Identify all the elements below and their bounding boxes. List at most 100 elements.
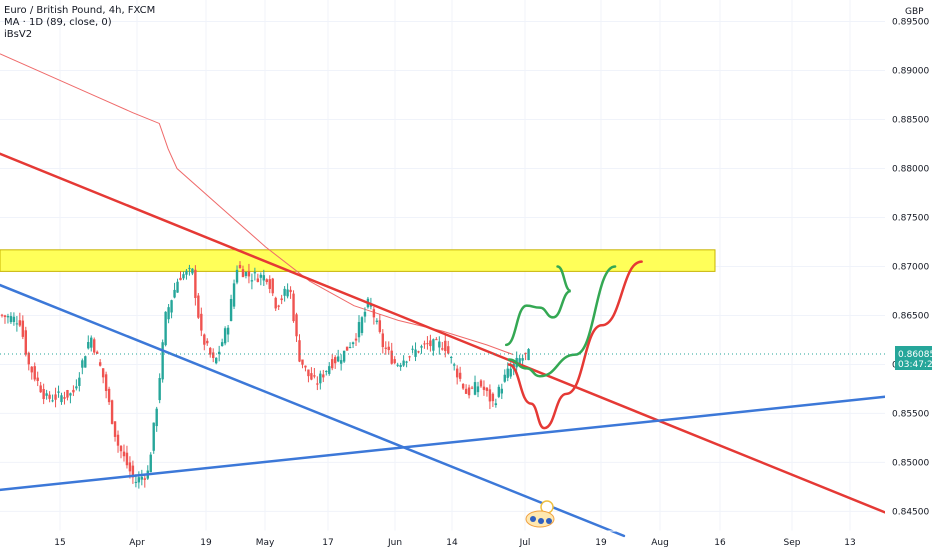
candle-body <box>191 268 194 274</box>
candle-body <box>238 264 242 269</box>
candle-body <box>247 271 251 277</box>
chart-legend: Euro / British Pound, 4h, FXCM MA · 1D (… <box>4 5 155 41</box>
candle-body <box>96 351 99 354</box>
candle-body <box>51 400 54 402</box>
candle-body <box>170 300 173 313</box>
events-badge[interactable] <box>525 500 555 528</box>
candle-body <box>283 288 286 296</box>
x-tick-label: 13 <box>844 538 855 548</box>
resistance-zone[interactable] <box>0 249 716 272</box>
candle-body <box>447 346 450 354</box>
candle-body <box>125 452 129 466</box>
candle-body <box>378 320 382 332</box>
candle-body <box>63 397 66 399</box>
candle-body <box>113 421 117 437</box>
candle-body <box>48 394 51 399</box>
candle-body <box>250 280 254 282</box>
candle-body <box>292 293 295 322</box>
x-tick-label: May <box>256 538 275 548</box>
candle-body <box>432 339 435 351</box>
candle-body <box>93 339 96 353</box>
candle-body <box>339 360 343 364</box>
candle-body <box>84 356 87 368</box>
trendlines[interactable] <box>0 152 887 538</box>
candle-body <box>518 358 521 366</box>
candle-body <box>494 403 498 406</box>
candle-body <box>197 295 200 318</box>
candle-body <box>220 342 224 347</box>
candle-body <box>104 374 108 391</box>
candle-body <box>122 451 126 457</box>
candle-body <box>107 388 111 403</box>
candle-body <box>527 349 530 361</box>
candle-body <box>408 356 411 358</box>
candle-body <box>215 357 218 364</box>
candle-body <box>289 289 292 293</box>
time-axis[interactable]: 15 Apr 19 May 17 Jun 14 Jul 19 Aug 16 Sep 13 <box>0 530 885 548</box>
candle-body <box>119 445 123 452</box>
ibs-indicator-label[interactable]: iBsV2 <box>4 29 33 40</box>
symbol-title[interactable]: Euro / British Pound, 4h, FXCM <box>4 5 156 16</box>
candle-body <box>152 422 155 451</box>
candle-body <box>461 383 465 389</box>
candle-body <box>6 316 10 318</box>
y-tick-label: 0.85000 <box>892 458 929 468</box>
candle-body <box>396 364 399 366</box>
y-tick-label: 0.87500 <box>892 213 929 223</box>
candle-body <box>18 320 22 326</box>
ma-indicator-label[interactable]: MA · 1D (89, close, 0) <box>4 17 112 28</box>
candle-body <box>426 343 429 345</box>
candle-body <box>345 346 349 351</box>
candle-body <box>194 269 197 298</box>
candle-body <box>360 317 364 333</box>
candle-body <box>200 313 203 331</box>
candle-body <box>417 351 420 353</box>
projection-paths[interactable] <box>504 260 643 430</box>
candle-body <box>149 454 152 473</box>
candle-body <box>399 365 402 367</box>
candle-body <box>402 360 405 366</box>
candle-body <box>212 352 215 359</box>
candle-body <box>209 347 212 355</box>
candle-body <box>295 314 298 337</box>
y-tick-label: 0.89500 <box>892 18 929 28</box>
candle-body <box>173 289 176 298</box>
candle-body <box>131 465 135 478</box>
candle-body <box>161 342 164 380</box>
candle-body <box>307 369 310 377</box>
candle-body <box>98 362 102 366</box>
candle-body <box>217 351 221 355</box>
blue-lower-channel-line <box>0 283 626 538</box>
candle-body <box>450 357 453 359</box>
x-tick-label: 14 <box>446 538 458 548</box>
candle-body <box>411 348 414 350</box>
candle-body <box>78 377 81 386</box>
candle-body <box>506 368 509 378</box>
candle-body <box>241 269 245 278</box>
candle-body <box>15 323 19 325</box>
candle-body <box>479 380 483 387</box>
candle-body <box>458 372 462 379</box>
candle-body <box>167 307 170 320</box>
candle-body <box>75 386 78 389</box>
candle-body <box>244 272 248 276</box>
candle-body <box>39 385 42 393</box>
y-tick-label: 0.84500 <box>892 507 929 517</box>
y-tick-label: 0.89000 <box>892 67 929 77</box>
candle-body <box>470 387 474 389</box>
candle-body <box>0 314 4 316</box>
candle-body <box>488 389 492 402</box>
price-axis[interactable]: GBP 0.845000.850000.855000.860000.865000… <box>885 0 932 550</box>
candle-body <box>363 311 367 317</box>
candle-body <box>155 408 158 427</box>
candle-body <box>491 393 495 402</box>
candle-body <box>81 360 84 368</box>
candle-body <box>235 269 239 283</box>
candle-body <box>164 311 167 346</box>
candle-body <box>3 315 7 317</box>
candle-body <box>87 342 90 349</box>
candle-body <box>322 374 325 378</box>
candle-body <box>351 342 355 345</box>
candle-body <box>33 366 36 380</box>
